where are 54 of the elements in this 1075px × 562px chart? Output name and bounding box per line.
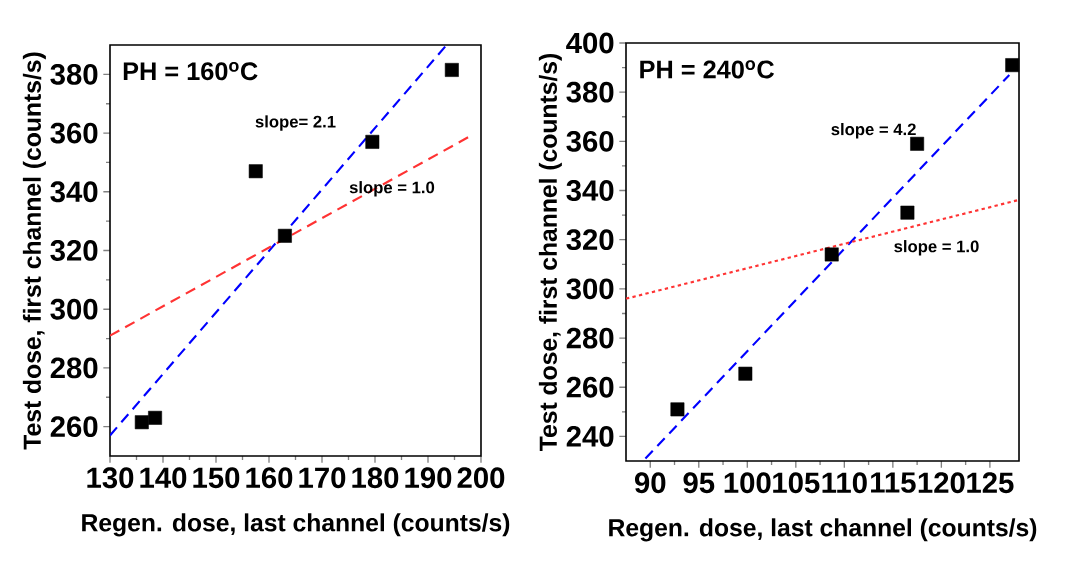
y-tick-label: 320 [566,229,614,251]
y-tick-label: 380 [566,81,614,103]
x-tick-label: 140 [140,467,187,489]
x-tick-label: 180 [352,467,399,489]
annotation: slope = 1.0 [894,240,979,256]
x-axis-title: Regen. dose, last channel (counts/s) [82,513,510,537]
x-tick-label: 115 [871,472,916,493]
x-tick-label: 130 [87,467,134,489]
x-axis-title: Regen. dose, last channel (counts/s) [609,518,1037,542]
y-tick-label: 300 [566,278,614,300]
x-tick-label: 110 [822,472,867,494]
y-axis-title: Test dose, first channel (counts/s) [22,52,46,450]
point [148,410,162,425]
x-tick-label: 100 [724,472,771,494]
x-tick-label: 125 [967,472,1014,494]
y-tick-label: 360 [50,122,98,144]
x-tick-label: 90 [634,472,666,494]
annotation: slope= 2.1 [255,115,336,131]
y-tick-label: 260 [50,416,98,438]
x-tick-label: 95 [683,472,715,494]
point [910,136,925,151]
y-tick-label: 400 [566,32,614,54]
annotation: slope = 4.2 [831,123,916,139]
y-tick-label: 260 [566,376,614,398]
point [738,366,753,381]
point [824,247,839,262]
x-tick-label: 170 [299,467,346,489]
annotation: slope = 1.0 [349,181,435,197]
x-tick-label: 120 [918,472,965,494]
point [900,205,915,220]
y-tick-label: 340 [566,180,614,201]
y-tick-label: 280 [566,327,614,349]
y-tick-label: 320 [50,240,98,261]
y-tick-label: 300 [50,298,98,320]
y-tick-label: 340 [50,181,98,203]
y-tick-label: 360 [566,130,614,152]
y-tick-label: 280 [50,357,98,379]
point [365,134,380,149]
y-tick-label: 380 [50,63,98,85]
point [277,228,292,243]
x-tick-label: 200 [457,467,505,489]
text: PH = 240$^{o}$C [640,60,774,79]
point [444,63,459,77]
point [1005,58,1020,73]
text: PH = 160$^{o}$C [123,62,258,81]
x-tick-label: 160 [246,467,293,489]
x-tick-label: 190 [405,467,452,489]
x-tick-label: 105 [773,472,820,494]
point [134,415,149,430]
y-tick-label: 240 [566,426,614,447]
point [670,402,685,417]
y-axis-title: Test dose, first channel (counts/s) [538,54,562,451]
x-tick-label: 150 [193,467,240,489]
point [248,164,263,179]
